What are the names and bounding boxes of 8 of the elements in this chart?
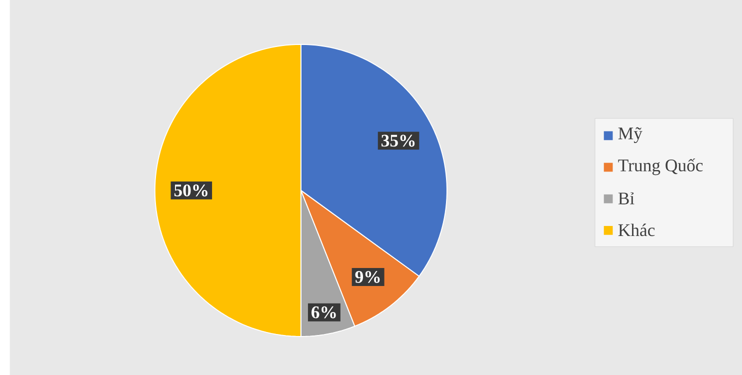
- legend-label: Bỉ: [618, 192, 634, 204]
- data-label: 35%: [382, 134, 415, 147]
- data-label: 6%: [312, 306, 336, 318]
- legend-label: Mỹ: [618, 127, 642, 144]
- legend-label: Khác: [618, 224, 655, 236]
- data-label: 50%: [174, 184, 208, 196]
- legend-label: Trung Quốc: [618, 158, 703, 176]
- data-label: 9%: [355, 271, 380, 283]
